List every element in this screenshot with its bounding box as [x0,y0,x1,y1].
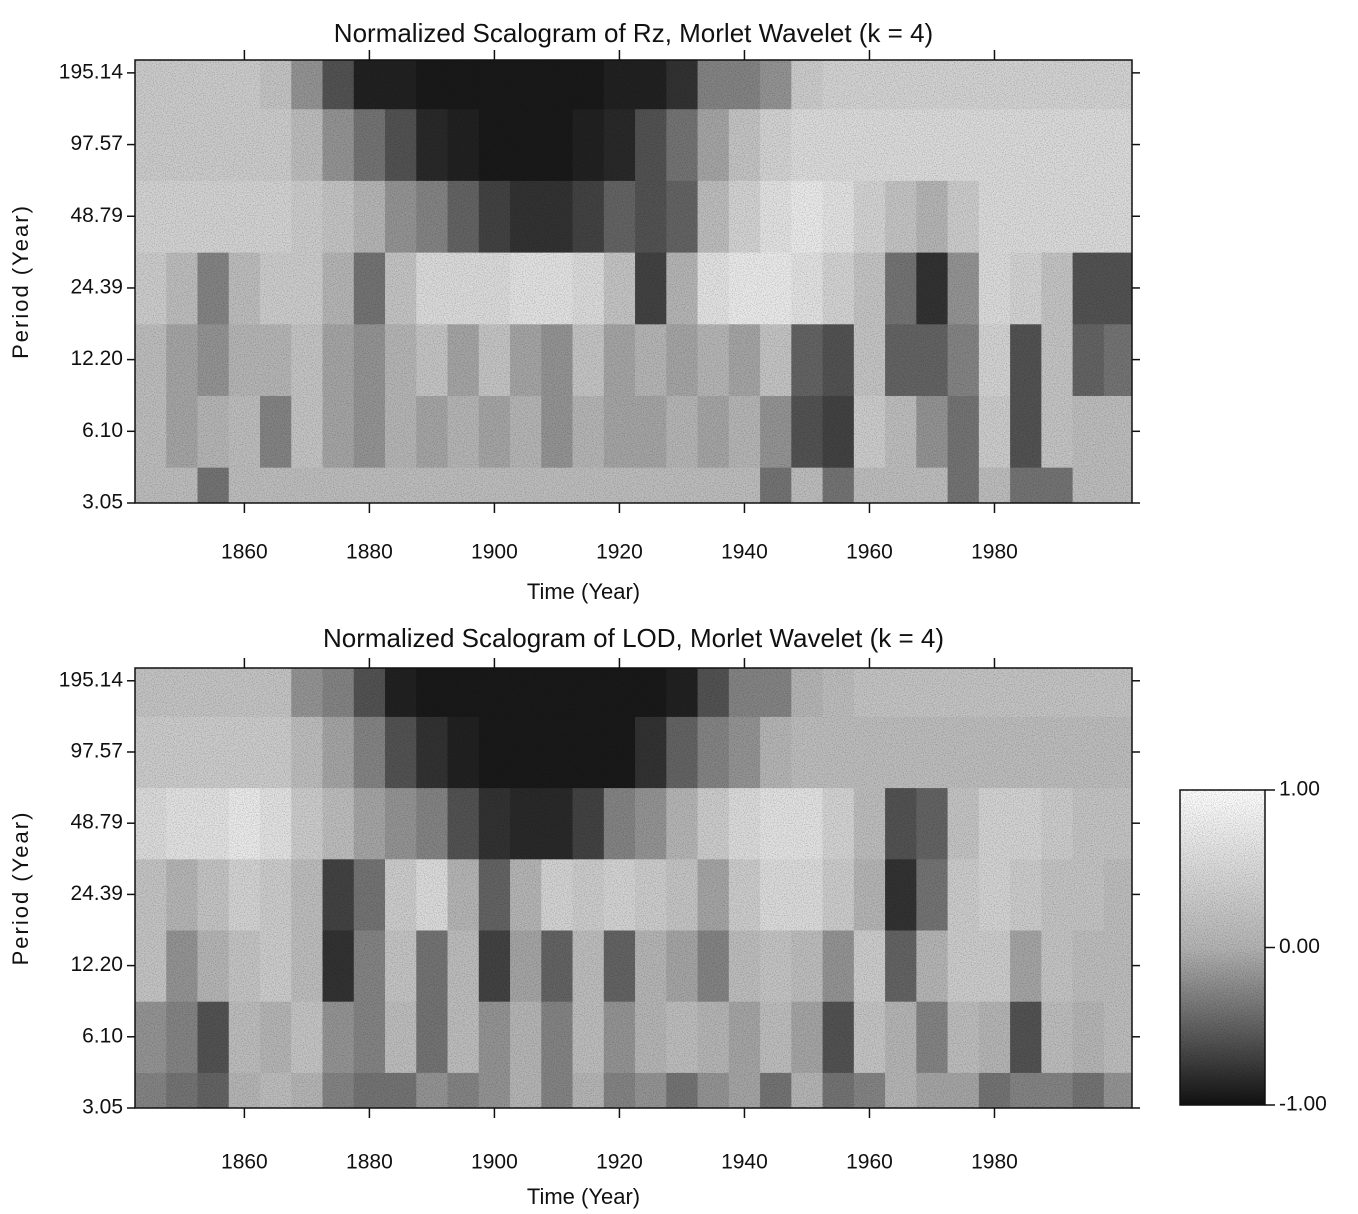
y-axis-label: Period (Year) [8,811,33,966]
x-tick-label: 1860 [221,1151,268,1174]
y-tick-label: 3.05 [82,1096,123,1119]
x-tick-label: 1880 [346,541,393,564]
y-tick-label: 48.79 [70,811,123,834]
colorbar-tick-label: -1.00 [1279,1093,1327,1116]
chart-title: Normalized Scalogram of LOD, Morlet Wave… [323,623,944,653]
y-tick-label: 6.10 [82,419,123,442]
colorbar-tick-label: 0.00 [1279,935,1320,958]
y-tick-label: 24.39 [70,276,123,299]
y-tick-label: 97.57 [70,132,123,155]
x-tick-label: 1920 [596,541,643,564]
x-tick-label: 1940 [721,541,768,564]
grain [135,668,1132,1108]
x-axis-label: Time (Year) [527,579,640,604]
y-tick-label: 6.10 [82,1024,123,1047]
grain [1180,790,1265,1105]
y-tick-label: 97.57 [70,740,123,763]
chart-title: Normalized Scalogram of Rz, Morlet Wavel… [334,18,933,48]
y-tick-label: 48.79 [70,204,123,227]
y-tick-label: 24.39 [70,882,123,905]
x-tick-label: 1980 [971,1151,1018,1174]
y-tick-label: 3.05 [82,491,123,514]
x-axis-label: Time (Year) [527,1184,640,1209]
grain [135,60,1132,503]
y-axis-label: Period (Year) [8,204,33,359]
x-tick-label: 1880 [346,1151,393,1174]
x-tick-label: 1900 [471,1151,518,1174]
y-tick-label: 12.20 [70,347,123,370]
x-tick-label: 1940 [721,1151,768,1174]
y-tick-label: 12.20 [70,953,123,976]
x-tick-label: 1960 [846,1151,893,1174]
x-tick-label: 1980 [971,541,1018,564]
plot-frame [134,667,1133,1109]
y-tick-label: 195.14 [59,60,124,83]
x-tick-label: 1960 [846,541,893,564]
x-tick-label: 1900 [471,541,518,564]
y-tick-label: 195.14 [59,668,124,691]
colorbar-tick-label: 1.00 [1279,778,1320,801]
x-tick-label: 1860 [221,541,268,564]
plot-frame [134,59,1133,504]
x-tick-label: 1920 [596,1151,643,1174]
